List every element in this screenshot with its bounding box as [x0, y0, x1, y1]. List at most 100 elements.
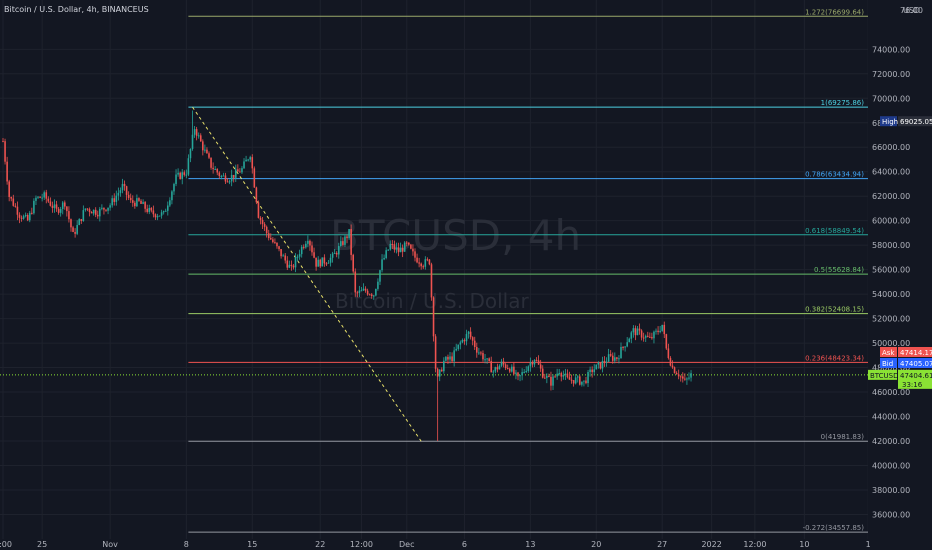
candle-body [543, 377, 546, 379]
candle-body [47, 198, 50, 202]
candle-body [197, 135, 200, 137]
candle-body [661, 324, 663, 331]
candle-body [92, 209, 95, 214]
candle-body [581, 381, 583, 385]
candle-body [64, 202, 66, 207]
candle-body [218, 172, 221, 177]
candle-body [568, 377, 571, 380]
time-tick-label: 6 [462, 540, 467, 549]
candle-body [113, 198, 116, 202]
fib-level-label: 0.786(63434.94) [805, 171, 864, 179]
candle-body [511, 366, 513, 372]
last-countdown: 33:16 [902, 381, 923, 389]
time-tick-label: 0:00 [0, 540, 12, 549]
candle-body [199, 135, 202, 142]
candle-body [570, 379, 573, 381]
candle-body [397, 247, 400, 253]
candle-body [61, 202, 64, 210]
candle-body [208, 153, 210, 158]
candle-body [103, 207, 105, 210]
candle-body [690, 373, 692, 378]
symbol-title[interactable]: Bitcoin / U.S. Dollar, 4h, BINANCEUS [4, 5, 149, 14]
candle-body [193, 129, 196, 135]
fib-level-label: 0.5(55628.84) [814, 266, 864, 274]
candle-body [618, 358, 620, 360]
candle-body [86, 208, 89, 210]
price-tick-label: 38000.00 [872, 486, 910, 495]
candle-body [438, 369, 441, 377]
candle-body [315, 257, 317, 267]
candle-body [234, 169, 237, 178]
time-tick-label: 20 [591, 540, 601, 549]
candle-body [84, 208, 87, 211]
candle-body [531, 362, 534, 365]
candle-body [202, 141, 204, 151]
candle-body [292, 265, 295, 268]
candle-body [498, 365, 501, 370]
candle-body [210, 157, 212, 168]
time-tick-label: 22 [315, 540, 325, 549]
candle-body [636, 328, 639, 336]
candle-body [282, 255, 284, 257]
candle-body [603, 360, 606, 363]
candle-body [105, 209, 107, 211]
candle-body [523, 371, 525, 373]
candle-body [393, 244, 396, 250]
candle-body [10, 196, 13, 199]
price-axis[interactable]: USD 76.00 36000.00 38000.00 40000.00 42000.… [868, 0, 932, 540]
candle-body [325, 263, 328, 265]
candle-body [403, 242, 406, 252]
candle-body [358, 290, 361, 293]
candle-body [449, 356, 451, 360]
candle-body [488, 358, 490, 362]
candle-body [253, 168, 256, 188]
candle-body [305, 243, 307, 248]
high-tag-value: 69025.05 [900, 118, 932, 126]
candle-body [329, 257, 332, 263]
candle-body [274, 242, 276, 244]
candle-body [546, 375, 548, 378]
candle-body [51, 205, 54, 208]
candle-body [173, 184, 175, 192]
candle-body [519, 375, 521, 377]
candle-body [344, 236, 346, 245]
axis-currency-label: USD [903, 6, 920, 15]
candle-body [620, 346, 622, 359]
candle-body [572, 380, 575, 384]
candle-body [352, 254, 354, 272]
candle-body [158, 215, 161, 217]
candle-body [410, 244, 412, 249]
candle-body [284, 255, 287, 261]
candle-body [377, 281, 379, 289]
price-tick-label: 60000.00 [872, 217, 910, 226]
candle-body [125, 186, 128, 195]
fibonacci-retracement[interactable]: 1.272(76699.64) 1(69275.86) 0.786(63434.94… [0, 8, 868, 533]
candle-body [119, 190, 122, 193]
candle-body [307, 240, 309, 244]
candle-body [453, 350, 455, 362]
time-tick-label: 13 [525, 540, 535, 549]
candle-body [2, 141, 4, 143]
candle-body [527, 366, 530, 371]
candle-body [628, 338, 631, 343]
candle-body [484, 359, 486, 361]
candle-body [138, 198, 140, 201]
candle-body [82, 210, 85, 221]
candle-body [41, 197, 43, 199]
candle-body [189, 148, 192, 159]
candle-body [576, 376, 579, 378]
candle-body [222, 175, 225, 177]
candle-body [276, 242, 278, 247]
candle-body [455, 348, 457, 351]
candle-body [255, 187, 258, 203]
candle-body [418, 262, 420, 264]
candle-body [66, 206, 68, 212]
time-axis[interactable]: 0:00 25 Nov 8 15 22 12:00 Dec 6 13 20 27 2022 12:00 10… [0, 539, 932, 550]
candle-body [185, 174, 188, 176]
candle-body [682, 376, 684, 379]
candle-body [154, 214, 157, 218]
candle-body [673, 367, 676, 373]
candle-body [6, 161, 8, 182]
